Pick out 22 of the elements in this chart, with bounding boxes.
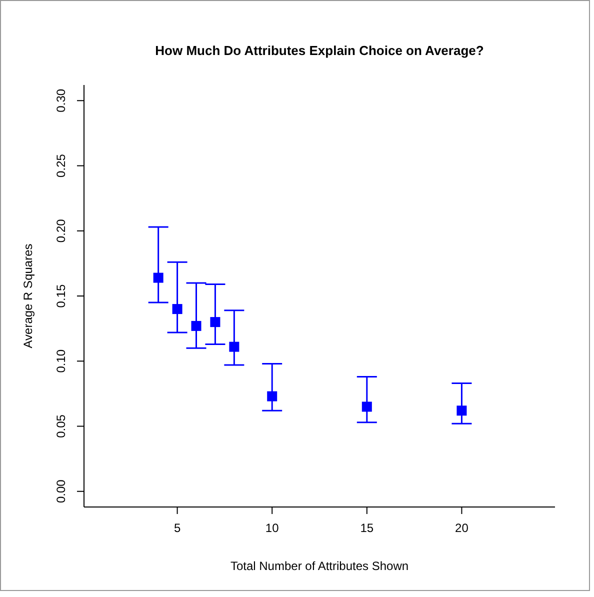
y-tick-label: 0.00 bbox=[54, 479, 68, 504]
x-axis-title: Total Number of Attributes Shown bbox=[230, 559, 409, 573]
point bbox=[267, 391, 278, 402]
point bbox=[210, 317, 220, 328]
y-tick-label: 0.30 bbox=[54, 88, 68, 112]
x-tick-label: 5 bbox=[174, 521, 181, 535]
point bbox=[172, 304, 182, 314]
y-axis-title: Average R Squares bbox=[21, 244, 35, 348]
y-tick-label: 0.25 bbox=[54, 154, 68, 178]
point bbox=[362, 402, 372, 412]
x-tick-label: 15 bbox=[360, 521, 374, 535]
point bbox=[191, 320, 202, 331]
x-tick-label: 20 bbox=[455, 521, 469, 535]
y-tick-label: 0.05 bbox=[54, 414, 68, 438]
chart-title: How Much Do Attributes Explain Choice on Average? bbox=[155, 43, 484, 58]
x-tick-label: 10 bbox=[265, 521, 280, 535]
y-tick-label: 0.15 bbox=[54, 284, 68, 308]
point bbox=[153, 272, 164, 283]
point bbox=[456, 406, 467, 416]
y-tick-label: 0.20 bbox=[54, 218, 68, 243]
point bbox=[229, 342, 240, 352]
y-tick-label: 0.10 bbox=[54, 349, 68, 373]
